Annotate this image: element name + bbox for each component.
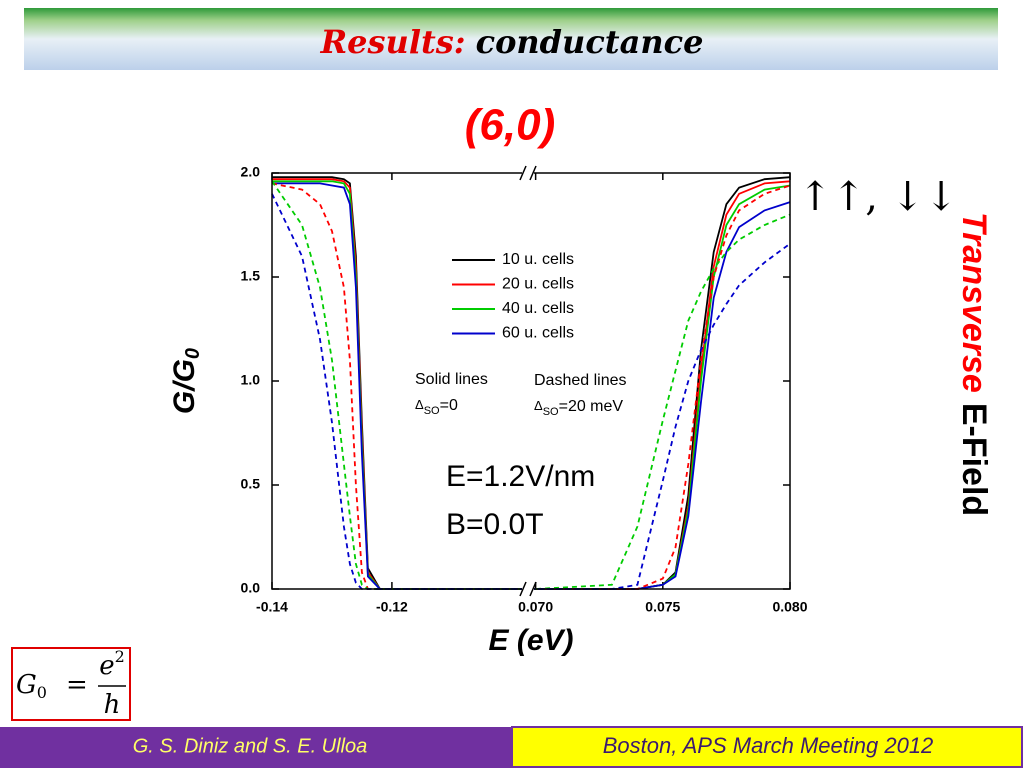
note: ΔSO=0 [415, 397, 458, 417]
x-tick-label: -0.12 [376, 599, 408, 615]
formula-lhs: G0 [16, 670, 47, 702]
title-part: Results: [320, 23, 466, 61]
note-part: SO [543, 406, 559, 418]
note-part: =20 meV [559, 398, 624, 415]
axis-break [529, 581, 537, 597]
note-part: Δ [415, 397, 424, 412]
spin-arrows: ↑↑, ↓↓ [798, 174, 958, 220]
x-tick-label: 0.070 [518, 599, 553, 615]
formula-g: G [16, 670, 37, 700]
y-label-sub: 0 [182, 348, 204, 359]
formula-box [11, 647, 131, 721]
y-tick-label: 0.5 [241, 476, 261, 492]
x-axis-label: E (eV) [488, 624, 573, 657]
slide-title: Results: conductance [320, 23, 704, 61]
x-tick-label: 0.080 [772, 599, 807, 615]
formula-sub: 0 [37, 683, 47, 702]
formula: G0 = e2 h [16, 647, 126, 720]
dashed-line [271, 193, 791, 590]
footer-authors: G. S. Diniz and S. E. Ulloa [133, 735, 368, 757]
note: Dashed lines [534, 372, 627, 389]
side-word: E-Field [955, 403, 993, 516]
formula-e: e [99, 651, 114, 681]
header-band [24, 8, 998, 70]
formula-num: e2 [99, 647, 125, 682]
formula-den: h [104, 690, 121, 720]
footer-right [511, 726, 1023, 768]
subtitle: (6,0) [465, 101, 555, 150]
side-word: Transverse [955, 212, 993, 393]
footer-venue: Boston, APS March Meeting 2012 [603, 733, 934, 758]
note: Solid lines [415, 371, 488, 388]
note-part: SO [424, 405, 440, 417]
formula-eq: = [66, 670, 88, 700]
title-part: conductance [476, 23, 704, 61]
legend-label: 20 u. cells [502, 276, 574, 293]
axis-break [519, 581, 527, 597]
note-part: Δ [534, 398, 543, 413]
y-tick-label: 1.0 [241, 372, 261, 388]
formula-sup: 2 [115, 647, 125, 666]
annotation: E=1.2V/nm [446, 460, 595, 493]
y-tick-label: 0.0 [241, 580, 261, 596]
footer-left [0, 727, 512, 768]
y-tick-label: 1.5 [241, 268, 261, 284]
annotation: B=0.0T [446, 508, 544, 541]
y-tick-label: 2.0 [241, 164, 261, 180]
legend-label: 60 u. cells [502, 325, 574, 342]
axis-break [529, 165, 537, 181]
note-part: =0 [440, 397, 458, 414]
y-label-main: G/G [168, 359, 201, 414]
chart: 0.0 0.5 1.0 1.5 2.0 -0.14 -0.12 0.070 0.075 0.080… [168, 164, 808, 657]
x-tick-label: -0.14 [256, 599, 288, 615]
side-label: Transverse E-Field [955, 212, 993, 516]
x-tick-label: 0.075 [645, 599, 680, 615]
note: ΔSO=20 meV [534, 398, 623, 418]
legend-label: 40 u. cells [502, 300, 574, 317]
legend-label: 10 u. cells [502, 251, 574, 268]
y-axis-label: G/G0 [168, 348, 204, 414]
axis-break [519, 165, 527, 181]
dashed-line [271, 180, 791, 590]
